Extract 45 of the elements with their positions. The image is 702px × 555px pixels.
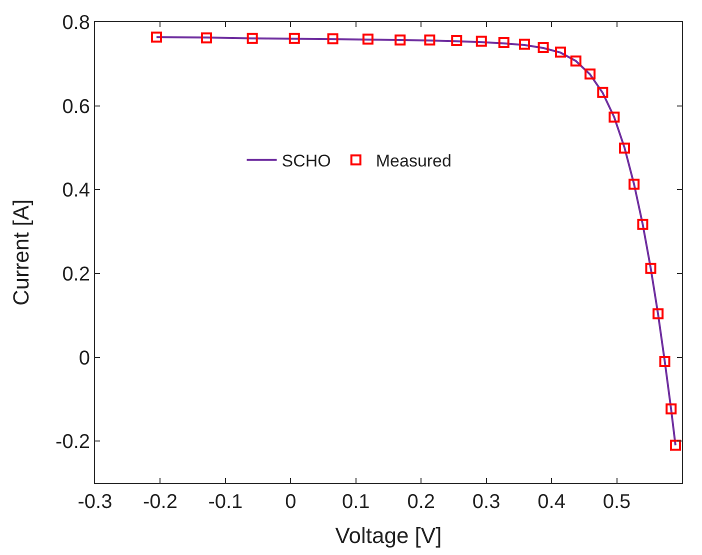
- point: [451, 34, 462, 46]
- point: [554, 46, 566, 58]
- x-axis-title: Voltage [V]: [335, 522, 442, 548]
- y-tick-label: 0.4: [62, 180, 90, 202]
- point: [424, 34, 436, 46]
- y-tick-label: 0.8: [62, 12, 90, 34]
- x-tick-label: 0.5: [602, 491, 631, 513]
- point: [362, 34, 374, 45]
- point: [645, 262, 656, 274]
- x-tick-label: -0.2: [142, 491, 178, 513]
- x-tick-label: -0.1: [208, 491, 243, 513]
- point: [619, 142, 630, 154]
- point: [151, 32, 162, 43]
- point: [200, 32, 212, 44]
- point: [637, 218, 648, 230]
- point: [608, 112, 620, 123]
- legend-label: SCHO: [282, 151, 331, 170]
- y-axis-title: Current [A]: [8, 199, 34, 306]
- x-tick-label: 0.4: [538, 491, 566, 513]
- point: [327, 33, 338, 44]
- y-tick-label: 0.6: [62, 96, 90, 118]
- point: [394, 34, 406, 46]
- point: [659, 356, 670, 367]
- x-tick-label: 0.1: [342, 491, 370, 513]
- point: [538, 42, 549, 54]
- point: [288, 32, 300, 44]
- x-tick-label: 0: [285, 491, 296, 513]
- point: [628, 178, 640, 190]
- point: [666, 403, 677, 414]
- point: [570, 55, 582, 66]
- y-tick-label: -0.2: [56, 431, 90, 454]
- x-tick-label: 0.2: [407, 491, 436, 513]
- point: [584, 68, 596, 80]
- point: [518, 38, 530, 50]
- point: [476, 36, 487, 47]
- point: [652, 308, 664, 320]
- x-tick-label: -0.3: [78, 491, 112, 513]
- point: [670, 440, 681, 451]
- y-tick-label: 0.2: [62, 263, 90, 286]
- legend-label: Measured: [376, 151, 452, 170]
- point: [498, 37, 510, 48]
- point: [597, 86, 608, 98]
- y-tick-label: 0: [78, 347, 90, 370]
- point: [246, 32, 258, 44]
- x-tick-label: 0.3: [472, 491, 500, 513]
